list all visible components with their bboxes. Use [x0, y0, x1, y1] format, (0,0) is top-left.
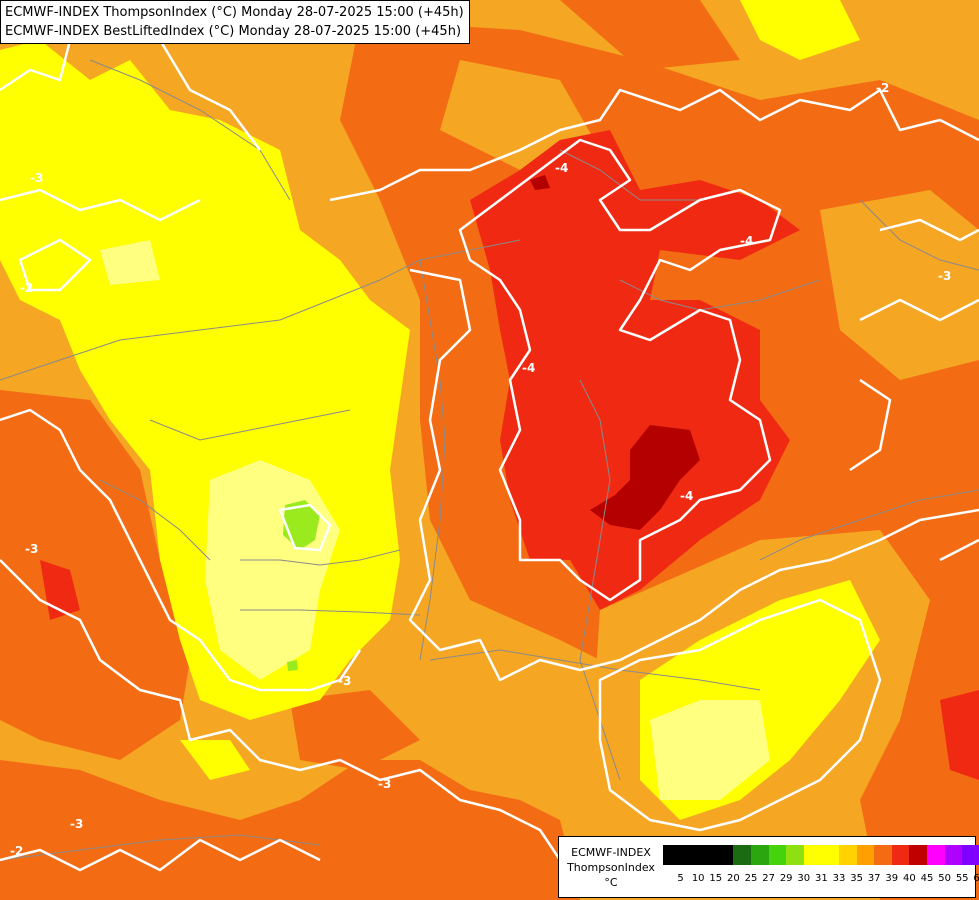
legend-swatch [680, 845, 699, 865]
legend-swatch [803, 845, 822, 865]
legend-tick-label: 25 [744, 873, 758, 884]
legend-tick-label: 31 [815, 873, 828, 884]
contour-label: -3 [378, 777, 391, 791]
contour-label: -4 [680, 489, 693, 503]
legend-swatch [821, 845, 839, 865]
legend-swatch [909, 845, 927, 865]
light-yellow-patch-northwest [100, 240, 160, 285]
dark-orange-region-north [560, 0, 740, 70]
dark-red-region [590, 425, 700, 530]
legend-tick-label: 45 [920, 873, 934, 884]
country-borders [0, 59, 979, 861]
legend-tick-label: 5 [677, 873, 684, 884]
contour-label: -2 [10, 844, 23, 858]
legend-swatch [962, 845, 979, 865]
legend-tick-label: 15 [709, 873, 723, 884]
contour-labels: -3 -2 -4 -4 -4 -4 -3 -3 -3 -3 -2 -2 -3 [10, 81, 951, 858]
legend-tick-label: 35 [850, 873, 863, 884]
contour-label: -3 [30, 171, 43, 185]
legend-tick-label: 40 [903, 873, 916, 884]
map-title-box: ECMWF-INDEX ThompsonIndex (°C) Monday 28… [0, 0, 470, 44]
legend-tick-label: 20 [727, 873, 740, 884]
legend-swatch [663, 845, 681, 865]
legend-tick-label: 27 [762, 873, 775, 884]
legend-tick-label: 55 [955, 873, 969, 884]
title-line-thompson: ECMWF-INDEX ThompsonIndex (°C) Monday 28… [5, 5, 464, 20]
red-region [470, 130, 800, 610]
red-patch-east-edge [940, 690, 979, 780]
legend-swatch [733, 845, 751, 865]
dark-orange-region-west [0, 390, 190, 760]
dark-orange-region-southwest [290, 690, 420, 770]
legend-tick-label: 33 [832, 873, 846, 884]
legend-tick-label: 60 [973, 873, 979, 884]
contour-label: -3 [70, 817, 83, 831]
contour-label: -4 [740, 234, 753, 248]
legend-tick-label: 39 [885, 873, 899, 884]
legend-tick-label: 10 [691, 873, 705, 884]
legend-ticks: 5 10 15 20 25 27 29 30 31 33 35 37 39 40 45 50 55 60 [663, 873, 979, 889]
contour-label: -3 [25, 542, 38, 556]
legend-swatch [768, 845, 787, 865]
contour-label: -2 [876, 81, 889, 95]
legend-swatch [750, 845, 769, 865]
legend-swatch [786, 845, 804, 865]
legend-swatch [838, 845, 857, 865]
contour-label: -2 [20, 281, 33, 295]
best-lifted-index-contours [0, 28, 979, 872]
legend-tick-label: 29 [779, 873, 793, 884]
legend-swatch [874, 845, 892, 865]
legend-swatch [944, 845, 963, 865]
orange-patch-northeast [820, 190, 979, 380]
legend-caption: ECMWF-INDEX ThompsonIndex °C [565, 845, 657, 890]
legend-tick-label: 50 [938, 873, 951, 884]
color-legend: ECMWF-INDEX ThompsonIndex °C 5 10 15 20 25 27… [558, 836, 979, 898]
yellow-patch-northeast [740, 0, 860, 60]
dark-red-spot [530, 175, 550, 190]
legend-swatch [698, 845, 716, 865]
legend-swatch [715, 845, 734, 865]
yellow-patch-south [180, 740, 250, 780]
legend-swatch [891, 845, 910, 865]
legend-tick-label: 30 [797, 873, 811, 884]
contour-label: -3 [338, 674, 351, 688]
lime-region [283, 500, 320, 550]
legend-tick-label: 37 [867, 873, 881, 884]
light-yellow-patch-southeast [650, 700, 770, 800]
legend-model: ECMWF-INDEX [571, 846, 651, 859]
dark-orange-region-south [0, 760, 580, 900]
legend-swatches [663, 845, 979, 865]
legend-swatch [926, 845, 945, 865]
lime-spot-south [287, 660, 298, 671]
legend-parameter: ThompsonIndex [567, 861, 655, 874]
contour-label: -4 [555, 161, 568, 175]
legend-unit: °C [604, 876, 618, 889]
contour-label: -4 [522, 361, 535, 375]
legend-swatch [856, 845, 875, 865]
contour-label: -3 [938, 269, 951, 283]
title-line-lifted: ECMWF-INDEX BestLiftedIndex (°C) Monday … [5, 24, 462, 39]
